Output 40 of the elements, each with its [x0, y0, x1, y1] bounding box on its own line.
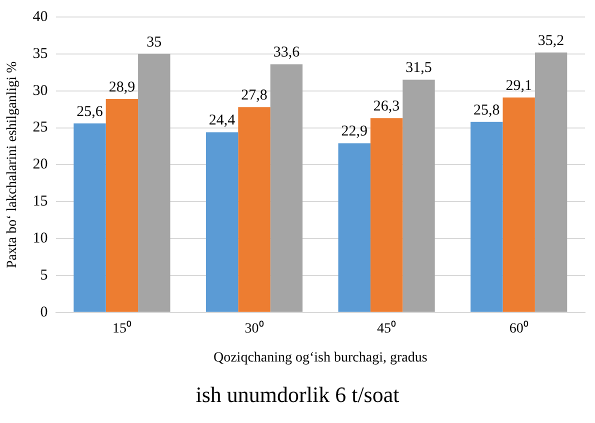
data-label: 22,9 — [341, 124, 368, 140]
y-tick-label: 25 — [32, 120, 48, 136]
bar — [402, 80, 435, 312]
y-tick-label: 10 — [32, 230, 48, 246]
bar — [106, 98, 138, 312]
x-tick-label: 60⁰ — [509, 320, 528, 336]
bar — [206, 132, 238, 312]
y-axis-title: Paxta bo‘ lakchalarini eshilganligi % — [5, 60, 20, 268]
bar — [502, 97, 535, 312]
y-tick-label: 35 — [32, 46, 48, 62]
bar — [370, 118, 403, 312]
data-label: 31,5 — [406, 60, 432, 76]
y-tick-label: 0 — [40, 304, 48, 320]
data-label: 25,6 — [76, 104, 104, 120]
bar — [470, 122, 503, 312]
x-tick-label: 15⁰ — [112, 320, 132, 336]
y-tick-label: 40 — [32, 8, 48, 25]
bar — [238, 107, 270, 312]
bar — [74, 123, 106, 312]
data-label: 28,9 — [108, 79, 136, 96]
y-tick-label: 5 — [40, 267, 48, 284]
data-label: 24,4 — [208, 112, 236, 129]
bar — [338, 143, 370, 312]
data-label: 35 — [146, 34, 162, 50]
x-axis-title: Qoziqchaning og‘ish burchagi, gradus — [213, 350, 428, 366]
x-tick-label: 45⁰ — [377, 320, 396, 336]
text: ish unumdorlik 6 t/soat — [194, 382, 400, 408]
x-tick-label: 30⁰ — [244, 320, 264, 336]
bar — [138, 54, 170, 312]
y-tick-label: 15 — [32, 194, 48, 210]
bar — [534, 52, 568, 312]
bar — [270, 64, 303, 312]
data-label: 27,8 — [241, 88, 268, 104]
y-tick-label: 20 — [32, 156, 48, 173]
y-tick-label: 30 — [32, 82, 48, 99]
data-label: 25,8 — [474, 102, 500, 118]
data-label: 33,6 — [273, 44, 300, 61]
data-label: 35,2 — [538, 32, 564, 49]
data-label: 26,3 — [373, 98, 400, 115]
data-label: 29,1 — [506, 78, 532, 94]
